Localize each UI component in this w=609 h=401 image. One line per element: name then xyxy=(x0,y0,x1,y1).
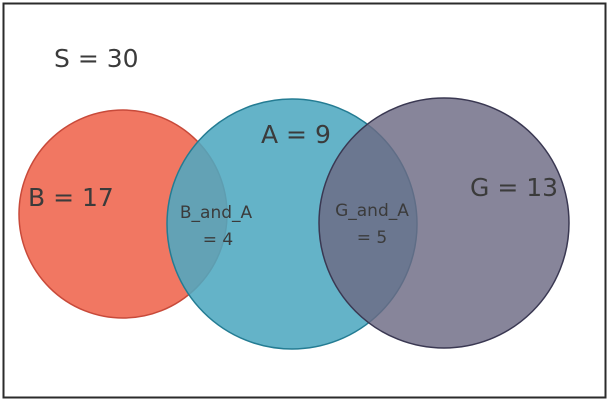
set-g-circle xyxy=(318,97,570,349)
set-a-label: A = 9 xyxy=(261,120,331,149)
universe-label: S = 30 xyxy=(54,44,139,73)
intersection-g-a-value: = 5 xyxy=(357,228,387,248)
set-g-label: G = 13 xyxy=(470,173,558,202)
intersection-b-a-value: = 4 xyxy=(203,230,233,250)
intersection-b-a-name: B_and_A xyxy=(180,203,253,223)
intersection-g-a-name: G_and_A xyxy=(335,201,409,221)
set-b-label: B = 17 xyxy=(28,183,114,212)
